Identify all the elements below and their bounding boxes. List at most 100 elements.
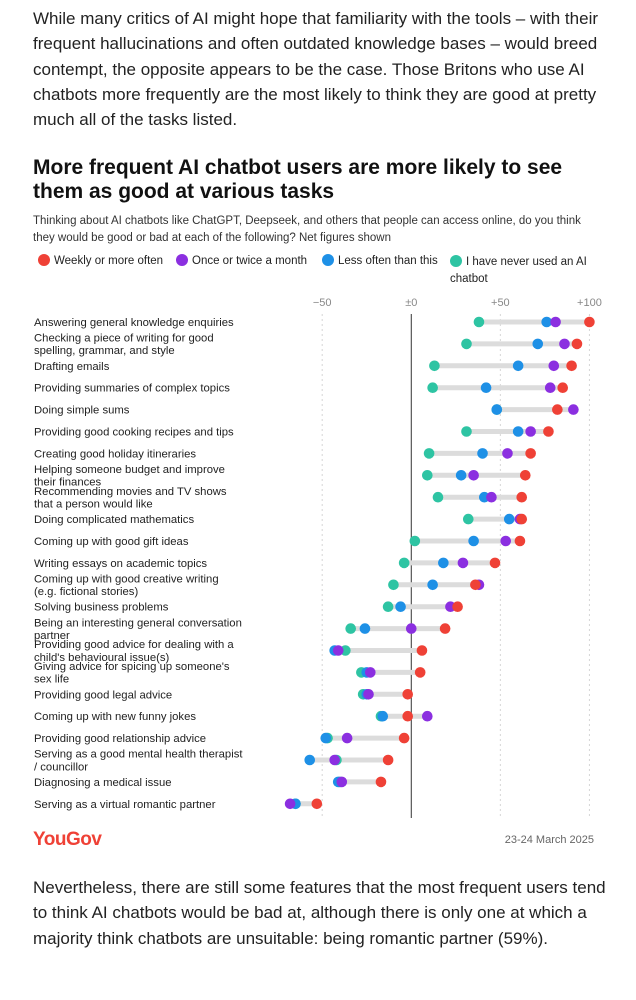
data-point-weekly <box>489 557 501 569</box>
data-point-never <box>398 557 410 569</box>
data-point-weekly <box>311 798 323 810</box>
category-label: child's behavioural issue(s) <box>34 652 170 664</box>
data-point-monthly <box>568 404 579 415</box>
data-point-less <box>468 535 479 547</box>
category-label: Doing simple sums <box>34 405 130 417</box>
legend-dot-never <box>450 255 462 267</box>
data-point-never <box>409 535 421 547</box>
survey-date: 23-24 March 2025 <box>504 834 594 846</box>
data-point-monthly <box>550 316 561 328</box>
data-point-less <box>480 382 492 393</box>
x-tick-label: ±0 <box>405 297 417 309</box>
category-label: Answering general knowledge enquiries <box>34 317 234 329</box>
data-point-never <box>388 579 399 591</box>
data-point-never <box>345 623 357 634</box>
data-point-monthly <box>502 448 513 459</box>
category-label: Creating good holiday itineraries <box>34 448 196 460</box>
data-point-weekly <box>552 404 563 415</box>
data-point-monthly <box>336 776 348 788</box>
legend-label: Weekly or more often <box>54 255 164 267</box>
data-point-weekly <box>584 316 595 328</box>
data-point-weekly <box>452 601 463 612</box>
data-point-less <box>491 404 503 415</box>
data-point-monthly <box>457 557 469 569</box>
category-label: Providing good legal advice <box>34 689 172 701</box>
category-label: Recommending movies and TV shows <box>34 486 227 498</box>
category-label: Being an interesting general conversatio… <box>34 617 242 629</box>
data-point-never <box>423 448 435 459</box>
data-point-monthly <box>544 382 556 393</box>
chart-title: More frequent AI chatbot users are more … <box>33 156 563 203</box>
data-point-weekly <box>525 448 536 459</box>
data-point-less <box>532 338 544 350</box>
legend-dot-weekly <box>38 254 50 266</box>
data-point-weekly <box>514 535 526 547</box>
data-point-weekly <box>543 426 554 437</box>
data-point-never <box>432 491 444 503</box>
data-point-never <box>473 316 485 328</box>
category-label: Providing good cooking recipes and tips <box>34 427 234 439</box>
legend-dot-monthly <box>176 254 188 266</box>
data-point-monthly <box>525 426 536 437</box>
category-label: their finances <box>34 477 102 489</box>
category-label: Helping someone budget and improve <box>34 464 225 476</box>
data-point-never <box>422 470 433 481</box>
legend-item-never: I have never used an AI chatbot <box>450 254 600 288</box>
data-point-monthly <box>500 535 512 547</box>
data-point-monthly <box>364 667 376 678</box>
chart-subtitle: Thinking about AI chatbots like ChatGPT,… <box>33 215 581 244</box>
legend-label: I have never used an AI chatbot <box>450 256 587 285</box>
data-point-less <box>320 732 332 744</box>
data-point-less <box>359 623 371 634</box>
category-label: Solving business problems <box>34 602 169 614</box>
data-point-less <box>304 754 316 766</box>
data-point-less <box>455 470 467 481</box>
data-point-never <box>461 426 472 437</box>
category-label: sex life <box>34 674 69 686</box>
data-point-weekly <box>382 754 394 766</box>
category-label: spelling, grammar, and style <box>34 345 175 357</box>
data-point-monthly <box>559 338 570 350</box>
data-point-less <box>477 448 488 459</box>
category-label: Coming up with new funny jokes <box>34 711 196 723</box>
category-label: partner <box>34 630 70 642</box>
data-point-weekly <box>516 491 528 503</box>
data-point-less <box>377 710 389 722</box>
category-label: Serving as a good mental health therapis… <box>34 749 243 761</box>
category-label: Doing complicated mathematics <box>34 514 194 526</box>
legend-item-less: Less often than this <box>322 254 438 267</box>
category-label: Giving advice for spicing up someone's <box>34 661 230 673</box>
data-point-monthly <box>548 360 560 372</box>
legend-item-monthly: Once or twice a month <box>176 254 307 267</box>
data-point-less <box>427 579 438 591</box>
data-point-monthly <box>329 754 340 766</box>
category-label: Coming up with good creative writing <box>34 574 219 586</box>
data-point-never <box>427 382 438 393</box>
data-point-weekly <box>414 667 426 678</box>
category-label: Checking a piece of writing for good <box>34 333 214 345</box>
category-label: Writing essays on academic topics <box>34 558 207 570</box>
category-label: Serving as a virtual romantic partner <box>34 799 216 811</box>
data-point-weekly <box>416 645 428 656</box>
data-point-weekly <box>557 382 569 393</box>
category-label: Coming up with good gift ideas <box>34 536 189 548</box>
data-point-weekly <box>402 710 414 722</box>
dot-range-chart: −50 ±0 +50 +100 Answering general knowledge … <box>34 297 602 818</box>
data-point-less <box>503 513 515 525</box>
data-point-monthly <box>405 623 417 634</box>
data-point-never <box>462 513 474 525</box>
category-label: that a person would like <box>34 499 153 511</box>
category-label: / councillor <box>34 761 88 773</box>
data-point-weekly <box>566 360 577 372</box>
data-point-never <box>382 601 394 612</box>
data-point-less <box>512 360 524 372</box>
category-label: Providing summaries of complex topics <box>34 383 230 395</box>
intro-paragraph: While many critics of AI might hope that… <box>33 9 599 130</box>
x-tick-label: +50 <box>491 297 510 309</box>
data-point-weekly <box>516 513 528 525</box>
category-label: Providing good relationship advice <box>34 733 206 745</box>
data-point-less <box>512 426 524 437</box>
data-point-less <box>438 557 449 569</box>
legend-label: Once or twice a month <box>192 255 308 267</box>
outro-paragraph: Nevertheless, there are still some featu… <box>33 878 606 948</box>
